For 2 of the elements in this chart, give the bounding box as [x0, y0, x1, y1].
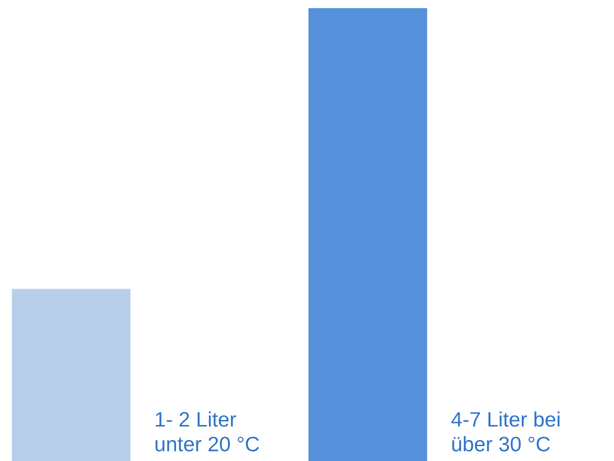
- x-tick-label: 4-7 Liter bei über 30 °C: [451, 411, 560, 452]
- x-tick-label: 1- 2 Liter unter 20 °C: [156, 411, 260, 452]
